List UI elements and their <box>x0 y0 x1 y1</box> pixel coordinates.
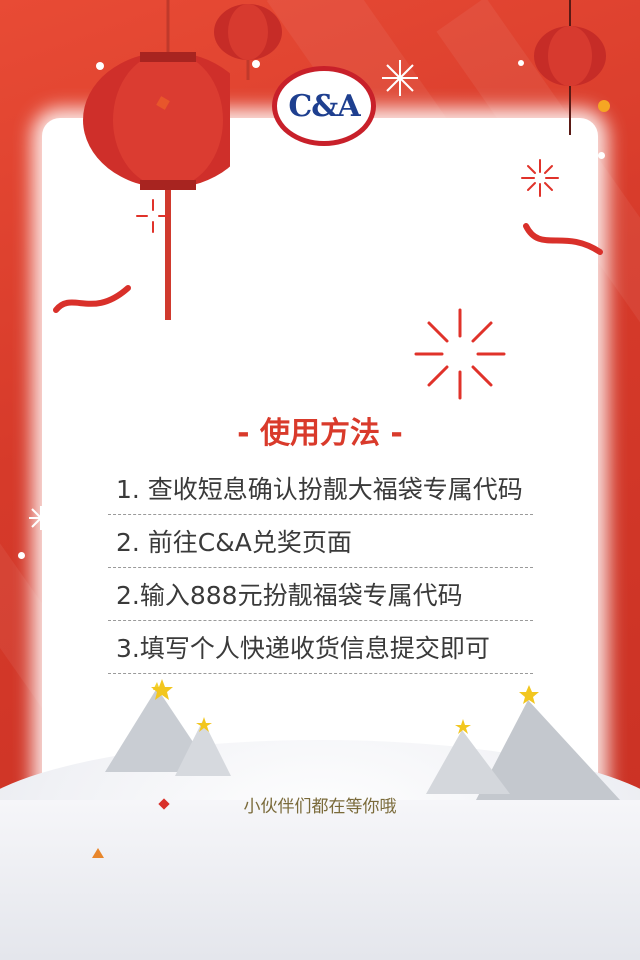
confetti <box>598 100 610 112</box>
step-item: 2.输入888元扮靓福袋专属代码 <box>108 568 533 621</box>
step-item: 1. 查收短息确认扮靓大福袋专属代码 <box>108 462 533 515</box>
lantern-icon <box>83 0 230 320</box>
section-title: - 使用方法 - <box>237 416 403 451</box>
firework-icon <box>414 308 506 400</box>
footer-text: 小伙伴们都在等你哦 <box>243 797 397 817</box>
star-icon <box>455 719 471 734</box>
snow-dot <box>18 552 25 559</box>
snow-dot <box>518 60 524 66</box>
step-item: 3.填写个人快递收货信息提交即可 <box>108 621 533 674</box>
firework-icon <box>136 199 170 233</box>
snow-dot <box>96 62 104 70</box>
lantern-icon <box>534 0 606 135</box>
step-item: 2. 前往C&A兑奖页面 <box>108 515 533 568</box>
content-card <box>42 118 598 838</box>
christmas-tree-icon <box>426 700 620 800</box>
star-icon <box>519 685 539 704</box>
confetti <box>92 848 104 858</box>
ribbon-icon <box>53 285 131 313</box>
ribbon-icon <box>523 223 603 255</box>
snow-ground <box>0 800 640 960</box>
brand-logo: C&A <box>272 66 376 146</box>
star-icon <box>151 679 173 700</box>
steps-list: 1. 查收短息确认扮靓大福袋专属代码 2. 前往C&A兑奖页面 2.输入888元… <box>108 462 533 674</box>
lantern-icon <box>214 4 282 80</box>
star-icon <box>196 717 212 732</box>
firework-icon <box>521 159 559 197</box>
logo-text: C&A <box>288 88 360 124</box>
snowflake-icon <box>382 60 418 96</box>
snow-dot <box>252 60 260 68</box>
snow-dot <box>598 152 605 159</box>
snowflake-icon <box>29 506 53 530</box>
